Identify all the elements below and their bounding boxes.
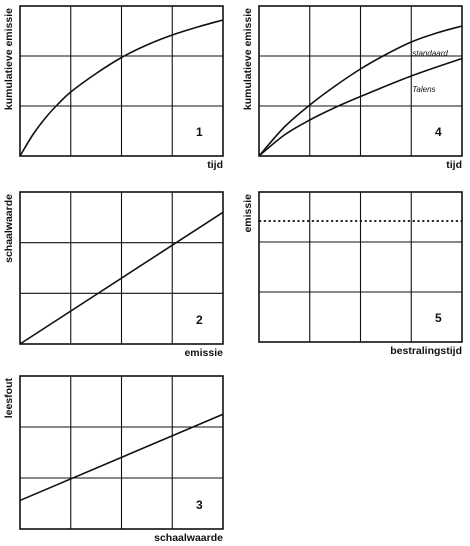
y-axis-label: emissie: [242, 194, 254, 233]
panel-1: 1 tijd kumulatieve emissie: [3, 5, 224, 171]
plot-frame: [19, 5, 224, 157]
panel-4: standaard Talens 4 tijd kumulatieve emissie: [242, 5, 463, 171]
plot-frame: [258, 5, 463, 157]
series-line: [19, 413, 224, 502]
series-label: standaard: [412, 49, 448, 58]
series-line: [19, 19, 224, 157]
y-axis-label: kumulatieve emissie: [242, 8, 254, 110]
panel-number: 1: [196, 125, 203, 139]
y-axis-label: leesfout: [3, 378, 15, 419]
y-axis-label: kumulatieve emissie: [3, 8, 15, 110]
series-line-talens: [258, 57, 463, 157]
series-line: [19, 211, 224, 345]
x-axis-label: emissie: [184, 347, 223, 359]
series-label: Talens: [412, 85, 435, 94]
y-axis-label: schaalwaarde: [3, 194, 15, 263]
panel-number: 3: [196, 498, 203, 512]
series-line-standaard: [258, 25, 463, 157]
x-axis-label: schaalwaarde: [154, 532, 223, 544]
panel-3: 3 schaalwaarde leesfout: [3, 375, 224, 544]
plot-frame: [19, 191, 224, 345]
panel-number: 4: [435, 125, 442, 139]
x-axis-label: tijd: [207, 159, 223, 171]
panel-5: 5 bestralingstijd emissie: [242, 191, 463, 357]
x-axis-label: bestralingstijd: [390, 345, 462, 357]
panel-2: 2 emissie schaalwaarde: [3, 191, 224, 359]
panel-number: 2: [196, 313, 203, 327]
plot-frame: [258, 191, 463, 343]
plot-frame: [19, 375, 224, 530]
panel-number: 5: [435, 311, 442, 325]
x-axis-label: tijd: [446, 159, 462, 171]
